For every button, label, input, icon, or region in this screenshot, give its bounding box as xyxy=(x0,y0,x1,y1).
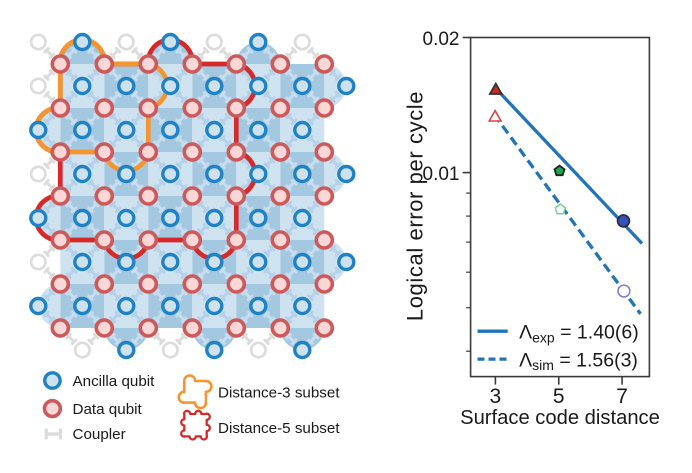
svg-text:Data qubit: Data qubit xyxy=(73,401,143,418)
svg-text:5: 5 xyxy=(553,385,565,408)
svg-text:0.02: 0.02 xyxy=(423,29,460,50)
svg-text:Coupler: Coupler xyxy=(73,426,126,443)
svg-text:7: 7 xyxy=(616,385,628,408)
svg-text:Surface code distance: Surface code distance xyxy=(460,407,660,429)
svg-text:Λsim = 1.56(3): Λsim = 1.56(3) xyxy=(519,349,638,373)
svg-text:3: 3 xyxy=(490,385,502,408)
svg-text:Distance-5 subset: Distance-5 subset xyxy=(218,420,340,437)
svg-text:Distance-3 subset: Distance-3 subset xyxy=(218,385,340,402)
svg-text:Logical error per cycle: Logical error per cycle xyxy=(403,91,428,321)
svg-text:0.01: 0.01 xyxy=(423,164,460,185)
svg-text:Λexp = 1.40(6): Λexp = 1.40(6) xyxy=(519,321,639,345)
svg-text:Ancilla qubit: Ancilla qubit xyxy=(73,373,156,390)
